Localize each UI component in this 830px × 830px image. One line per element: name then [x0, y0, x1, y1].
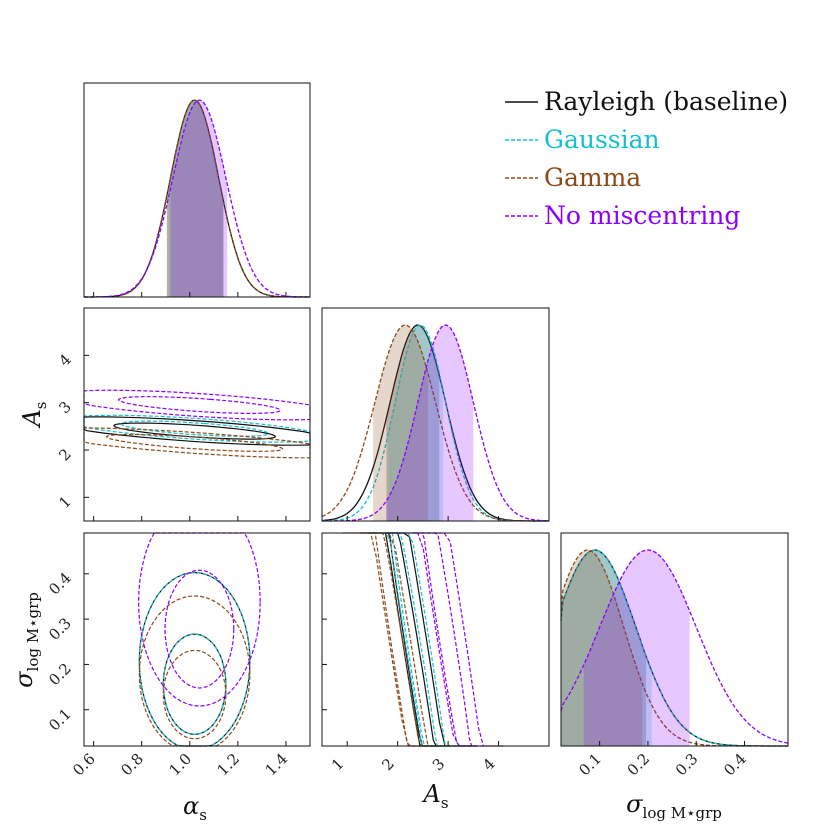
interval-fill-1 — [561, 550, 652, 746]
legend-label-1: Gaussian — [544, 125, 660, 154]
interval-fill-3 — [386, 325, 474, 521]
contour-outer-3 — [83, 389, 311, 421]
density-line-3 — [560, 549, 789, 744]
xtick-label: 0.3 — [672, 750, 702, 780]
interval-fill-2 — [373, 325, 428, 521]
density-line-3 — [84, 99, 310, 298]
y-axis-label-sigma: σlog M⋆grp — [10, 592, 42, 688]
panel-2d-ab — [83, 389, 311, 459]
ytick-label: 0.2 — [45, 660, 75, 690]
xtick-label: 0.6 — [69, 750, 99, 780]
ytick-label: 3 — [55, 398, 74, 417]
xtick-label: 0.8 — [117, 750, 147, 780]
panel-1d-A — [321, 324, 549, 522]
contour-inner-1 — [390, 532, 451, 747]
legend-label-2: Gamma — [544, 163, 641, 192]
ytick-label: 4 — [55, 350, 74, 369]
contour-outer-2 — [138, 595, 251, 747]
contour-inner-2 — [369, 532, 441, 747]
x-axis-label-alpha: αs — [183, 792, 207, 824]
contour-inner-1 — [162, 633, 227, 735]
x-axis-label-A: As — [421, 780, 448, 812]
legend-label-3: No miscentring — [544, 201, 740, 230]
panel-2d-as — [137, 532, 261, 747]
interval-fill-1 — [388, 325, 444, 521]
ytick-label: 0.3 — [45, 614, 75, 644]
panel-frame-2-1 — [321, 532, 550, 747]
interval-fill-3 — [170, 100, 228, 297]
panel-1d-sigma — [560, 549, 789, 747]
contour-inner-2 — [105, 433, 284, 452]
contour-inner-3 — [117, 396, 281, 414]
panel-frame-2-0 — [83, 532, 311, 747]
contour-inner-2 — [162, 649, 227, 740]
contour-outer-1 — [83, 414, 311, 443]
xtick-label: 1.0 — [165, 750, 195, 780]
interval-fill-1 — [168, 100, 224, 297]
xtick-label: 2 — [378, 755, 397, 774]
ytick-label: 1 — [55, 492, 74, 511]
contour-outer-3 — [137, 532, 261, 707]
contour-inner-3 — [164, 569, 235, 689]
xtick-label: 1.4 — [262, 750, 292, 780]
xtick-label: 4 — [479, 755, 498, 774]
panels-layer: 1 2 3 4 0.6 0.8 1.0 1.2 1.4 0.1 0.2 0.3 0.4 1 2 3 4 0.1 0.… — [10, 82, 789, 824]
panel-frame-1-0 — [83, 307, 311, 522]
ytick-label: 0.4 — [45, 569, 75, 599]
interval-fill-2 — [561, 550, 643, 746]
panel-frame-2-2 — [560, 532, 789, 747]
ytick-label: 0.1 — [45, 705, 75, 735]
xtick-label: 0.1 — [575, 750, 605, 780]
x-axis-label-sigma: σlog M⋆grp — [626, 790, 722, 822]
ytick-label: 2 — [55, 445, 74, 464]
interval-fill-0 — [166, 100, 224, 297]
interval-fill-0 — [561, 550, 647, 746]
density-line-3 — [322, 324, 549, 522]
panel-frame-1-1 — [321, 307, 550, 522]
panel-frame-0-0 — [83, 82, 311, 298]
interval-fill-3 — [583, 550, 690, 746]
interval-fill-2 — [166, 100, 224, 297]
xtick-label: 0.4 — [720, 750, 750, 780]
xtick-label: 3 — [429, 755, 448, 774]
xtick-label: 1 — [328, 755, 347, 774]
xtick-label: 0.2 — [624, 750, 654, 780]
panel-1d-alpha — [84, 99, 310, 298]
y-axis-label-A: As — [18, 401, 50, 428]
legend: Rayleigh (baseline) Gaussian Gamma No misce… — [505, 87, 788, 230]
legend-label-0: Rayleigh (baseline) — [544, 87, 788, 116]
xtick-label: 1.2 — [214, 750, 244, 780]
contour-outer-2 — [342, 532, 469, 747]
contour-inner-1 — [120, 420, 269, 437]
contour-outer-1 — [138, 571, 251, 747]
panel-2d-As — [342, 532, 504, 747]
contour-outer-2 — [83, 427, 311, 459]
